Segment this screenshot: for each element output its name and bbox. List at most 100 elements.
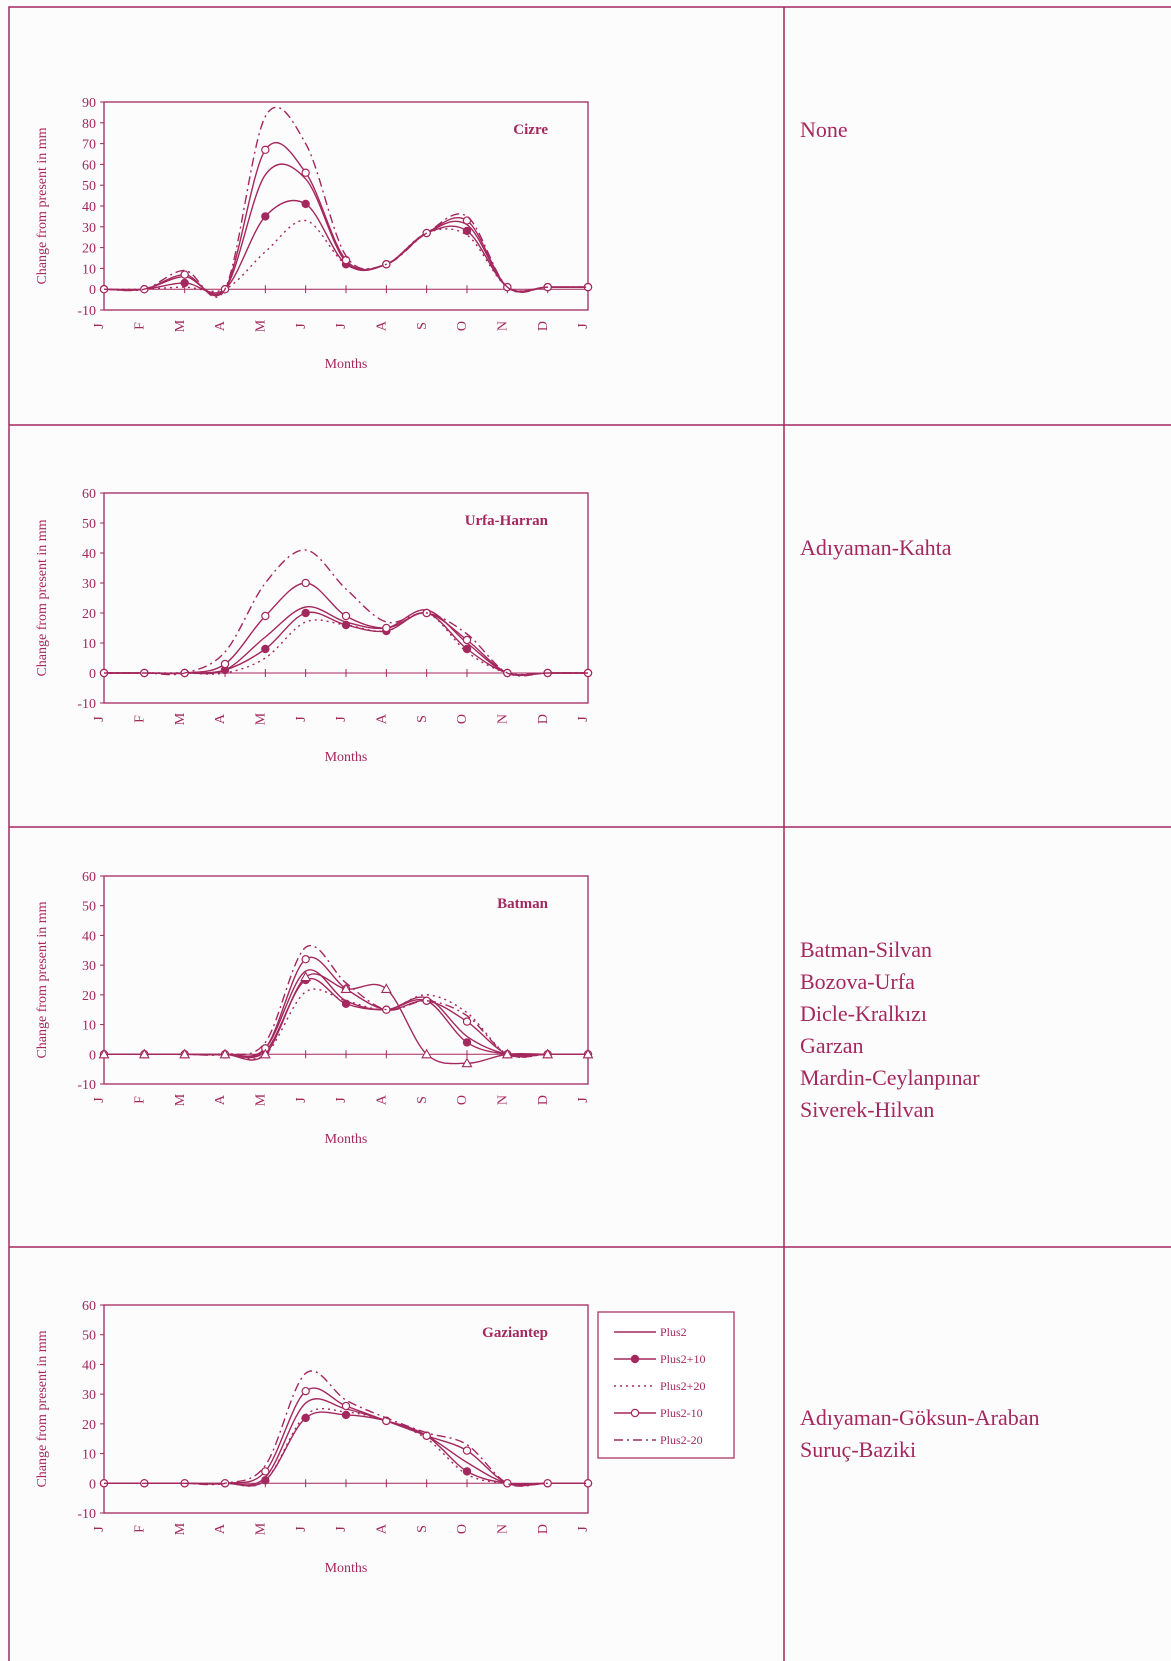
y-tick-label: 20 xyxy=(82,989,96,1004)
data-point xyxy=(301,1386,310,1396)
x-tick-label: M xyxy=(173,712,188,725)
y-tick-label: 30 xyxy=(82,1388,96,1403)
data-point xyxy=(179,1048,191,1059)
series-line xyxy=(104,611,588,676)
y-axis-label: Change from present in mm xyxy=(35,901,50,1058)
x-tick-label: S xyxy=(415,322,430,330)
y-tick-label: 90 xyxy=(82,96,96,111)
data-point xyxy=(301,199,310,209)
x-tick-label: J xyxy=(92,716,107,722)
x-tick-label: F xyxy=(133,1096,148,1104)
chart-3: -10 0 10 20 30 40 50 60 J F M A M J J A S O N D J Change from… xyxy=(35,870,594,1147)
region-name: Suruç-Baziki xyxy=(800,1437,917,1462)
x-tick-label: D xyxy=(536,321,551,331)
data-point xyxy=(261,611,270,621)
x-tick-label: J xyxy=(294,323,309,329)
x-tick-label: M xyxy=(254,1522,269,1535)
data-point xyxy=(301,955,310,964)
y-tick-label: 60 xyxy=(82,158,96,173)
x-tick-label: A xyxy=(213,1094,228,1105)
y-tick-label: 50 xyxy=(82,1329,96,1344)
x-tick-label: J xyxy=(334,1097,349,1103)
data-point xyxy=(300,971,312,982)
data-point xyxy=(382,623,391,633)
data-point xyxy=(380,983,392,993)
legend: Plus2 Plus2+10 Plus2+20 Plus2-10 Plus2-20 xyxy=(597,1311,735,1459)
y-tick-label: 60 xyxy=(82,870,96,885)
y-tick-label: 20 xyxy=(82,242,96,257)
data-point xyxy=(542,1048,554,1059)
x-axis-label: Months xyxy=(325,1132,368,1147)
data-point xyxy=(462,1017,472,1026)
plot-area xyxy=(103,1304,589,1514)
data-point xyxy=(138,1048,150,1059)
region-name: Bozova-Urfa xyxy=(800,969,915,994)
data-point xyxy=(261,212,270,221)
y-tick-label: 0 xyxy=(89,1048,96,1063)
chart-title: Gaziantep xyxy=(482,1325,548,1341)
x-tick-label: F xyxy=(133,1525,148,1533)
x-tick-label: S xyxy=(415,1525,430,1533)
y-tick-label: 80 xyxy=(82,117,96,132)
region-name: Mardin-Ceylanpınar xyxy=(800,1065,980,1090)
series-line xyxy=(104,549,588,677)
y-tick-label: 0 xyxy=(89,667,96,682)
x-tick-label: N xyxy=(496,1095,511,1105)
legend-label: Plus2-10 xyxy=(660,1406,703,1420)
legend-marker xyxy=(630,1408,640,1418)
x-tick-label: M xyxy=(254,712,269,725)
legend-label: Plus2+10 xyxy=(660,1352,705,1366)
y-tick-label: -10 xyxy=(77,1078,96,1093)
x-tick-label: M xyxy=(173,319,188,332)
y-tick-label: 40 xyxy=(82,929,96,944)
chart-1: -10 0 10 20 30 40 50 60 70 80 90 J F M A M J J A S O N D J Chang… xyxy=(35,96,593,372)
data-point xyxy=(462,1467,472,1476)
x-tick-label: J xyxy=(92,1526,107,1532)
region-name: Garzan xyxy=(800,1033,864,1058)
data-point xyxy=(261,1467,270,1476)
legend-label: Plus2+20 xyxy=(660,1379,705,1393)
series-line xyxy=(104,1408,588,1487)
y-tick-label: 50 xyxy=(82,900,96,915)
regions-row-3: Batman-Silvan Bozova-Urfa Dicle-Kralkızı… xyxy=(800,934,980,1126)
y-axis-label: Change from present in mm xyxy=(35,127,50,284)
x-tick-label: A xyxy=(375,713,390,724)
data-point xyxy=(462,1038,472,1047)
x-tick-label: A xyxy=(375,1523,390,1534)
legend-marker xyxy=(630,1354,640,1364)
y-tick-label: 10 xyxy=(82,637,96,652)
y-tick-label: 20 xyxy=(82,1418,96,1433)
data-point xyxy=(501,1048,513,1059)
data-point xyxy=(341,999,351,1008)
y-tick-label: 30 xyxy=(82,221,96,236)
legend-label: Plus2 xyxy=(660,1325,687,1339)
chart-title: Batman xyxy=(497,896,548,912)
regions-row-2: Adıyaman-Kahta xyxy=(800,532,952,564)
x-tick-label: O xyxy=(455,1095,470,1105)
data-point xyxy=(341,611,351,621)
x-tick-label: M xyxy=(254,1093,269,1106)
region-name: Adıyaman-Göksun-Araban xyxy=(800,1405,1040,1430)
region-name: Batman-Silvan xyxy=(800,937,932,962)
x-tick-label: M xyxy=(173,1093,188,1106)
series-line xyxy=(103,199,588,294)
y-tick-label: 60 xyxy=(82,1299,96,1314)
series-line xyxy=(103,163,588,296)
region-name: Adıyaman-Kahta xyxy=(800,535,952,560)
y-tick-label: 70 xyxy=(82,138,96,153)
series-line xyxy=(104,1370,588,1487)
plot-area xyxy=(103,492,589,704)
y-tick-label: 60 xyxy=(82,487,96,502)
x-tick-label: O xyxy=(455,1524,470,1534)
y-tick-label: -10 xyxy=(77,304,96,319)
y-tick-label: 10 xyxy=(82,262,96,277)
data-point xyxy=(582,1048,594,1059)
y-tick-label: 30 xyxy=(82,959,96,974)
legend-box xyxy=(597,1311,735,1459)
x-tick-label: M xyxy=(254,319,269,332)
data-point xyxy=(301,168,310,177)
data-point xyxy=(340,983,352,993)
data-point xyxy=(461,1057,473,1068)
y-tick-label: -10 xyxy=(77,697,96,712)
